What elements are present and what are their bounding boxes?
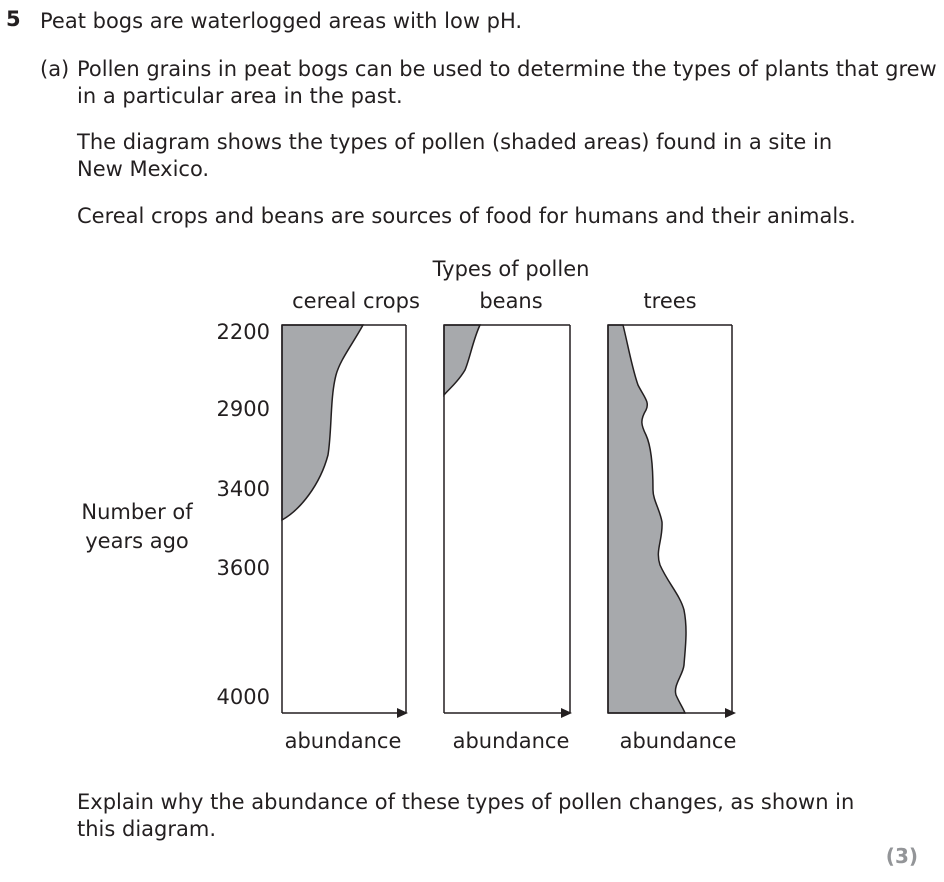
cereal-crops-pollen-area — [281, 324, 365, 522]
y-tick-2900: 2900 — [217, 397, 270, 421]
y-tick-3600: 3600 — [217, 556, 270, 580]
part-label: (a) — [40, 57, 70, 81]
question-prompt-line-1: Explain why the abundance of these types… — [77, 790, 855, 814]
diagram-title: Types of pollen — [432, 257, 590, 281]
y-tick-4000: 4000 — [217, 685, 270, 709]
cereal-crops-axis-arrow-icon — [397, 708, 408, 718]
diagram-intro-line-1: The diagram shows the types of pollen (s… — [77, 130, 833, 154]
y-tick-2200: 2200 — [217, 320, 270, 344]
part-text-line-1: Pollen grains in peat bogs can be used t… — [77, 57, 937, 81]
y-axis-label-line-1: Number of — [81, 500, 193, 524]
beans-axis-arrow-icon — [561, 708, 572, 718]
y-tick-3400: 3400 — [217, 477, 270, 501]
diagram-intro-line-2: New Mexico. — [77, 157, 210, 181]
question-number: 5 — [6, 7, 21, 31]
panel-label-trees: trees — [643, 289, 696, 313]
y-axis-label-line-2: years ago — [85, 529, 189, 553]
x-label-cereal-crops: abundance — [285, 729, 402, 753]
question-stem: Peat bogs are waterlogged areas with low… — [40, 9, 523, 33]
trees-pollen-area — [607, 324, 687, 714]
x-label-beans: abundance — [453, 729, 570, 753]
question-prompt-line-2: this diagram. — [77, 817, 216, 841]
panel-label-beans: beans — [479, 289, 542, 313]
part-text-line-2: in a particular area in the past. — [77, 84, 403, 108]
marks-available: (3) — [885, 844, 918, 868]
beans-pollen-area — [443, 324, 482, 398]
panel-label-cereal-crops: cereal crops — [292, 289, 420, 313]
trees-axis-arrow-icon — [725, 708, 736, 718]
x-label-trees: abundance — [620, 729, 737, 753]
food-sources-text: Cereal crops and beans are sources of fo… — [77, 204, 856, 228]
